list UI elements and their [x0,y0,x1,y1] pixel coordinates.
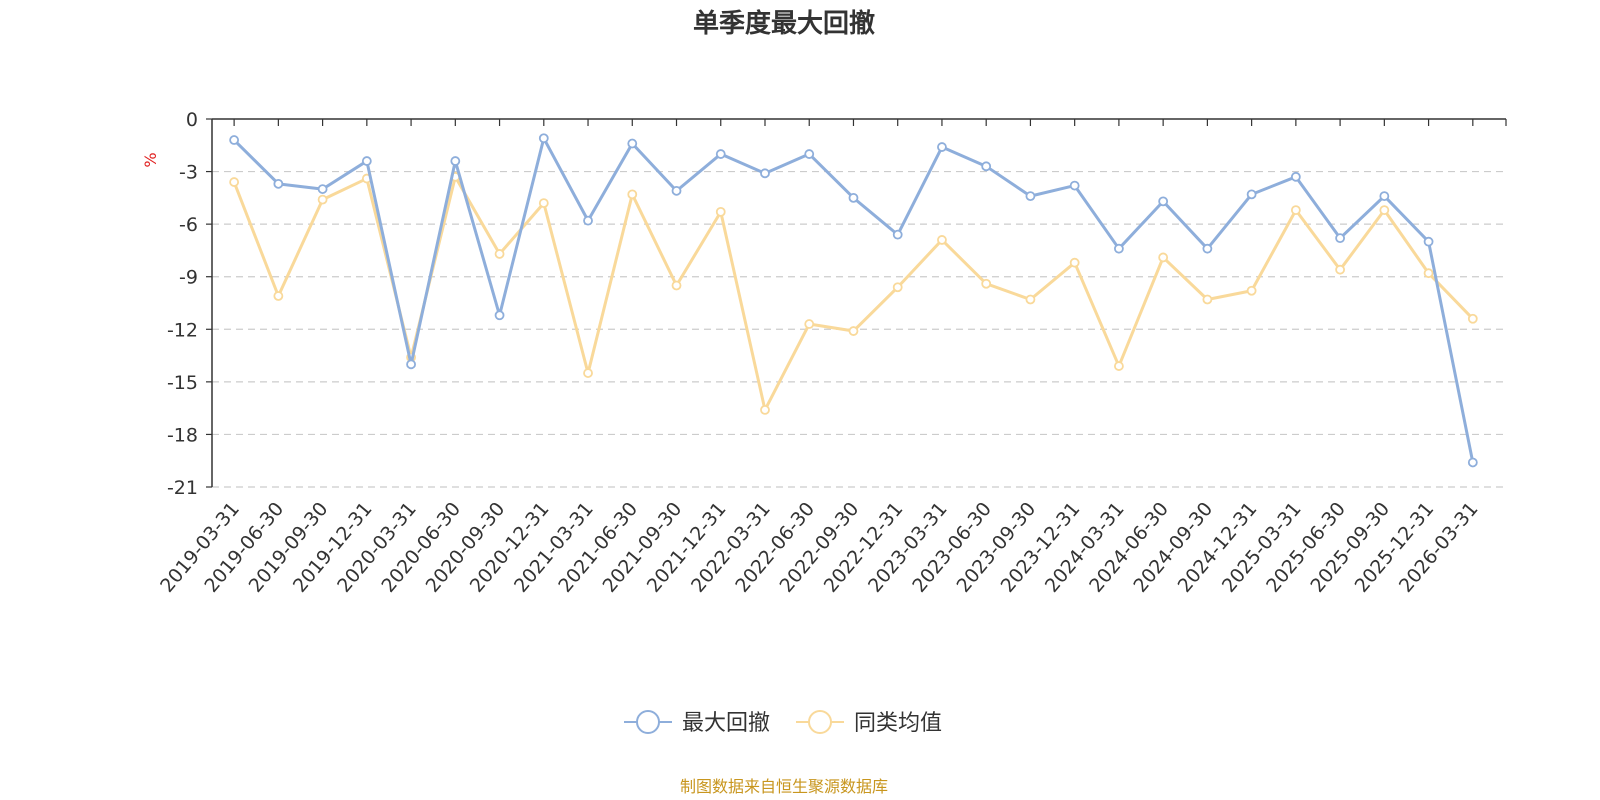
y-tick-label: -3 [179,162,198,184]
data-point [760,404,770,415]
data-point [1423,268,1434,279]
data-point [1423,236,1434,247]
legend[interactable]: 最大回撤 同类均值 [624,710,942,736]
data-point [1290,205,1301,216]
y-tick-label: -9 [179,267,198,289]
data-point [1335,233,1346,244]
y-axis-ticks: 0 -3 -6 -9 -12 -15 -18 -21 [167,109,198,499]
data-point [1246,285,1257,296]
data-point [1290,171,1301,182]
legend-label: 同类均值 [854,711,942,736]
data-point [892,229,903,240]
data-point [981,278,992,289]
data-point [715,149,726,159]
data-point [804,319,815,329]
data-point [538,198,549,209]
data-point [1158,196,1169,207]
data-point [1202,294,1213,305]
data-point [538,133,549,144]
data-point [1025,191,1036,202]
data-point [1202,243,1213,254]
axes [206,118,1507,488]
data-point [671,280,682,291]
y-tick-label: -18 [167,424,198,446]
data-point [981,161,992,172]
data-point [1467,313,1478,324]
data-point [273,291,284,301]
y-tick-label: -12 [167,319,198,341]
data-point [671,185,682,196]
data-point [317,184,328,194]
data-point [494,310,505,321]
data-point [760,168,770,179]
data-point [848,192,859,203]
data-point [1335,264,1346,275]
data-point [450,156,461,166]
data-point [494,249,505,259]
data-point [1114,361,1124,371]
legend-marker [808,710,832,734]
x-axis-ticks: 2019-03-312019-06-302019-09-302019-12-31… [156,498,1483,597]
legend-item[interactable]: 最大回撤 [624,710,770,736]
series [229,133,1478,468]
source-note: 制图数据来自恒生聚源数据库 [680,777,888,796]
data-point [627,189,638,200]
data-point [406,359,416,370]
data-point [273,178,284,189]
data-point [1069,257,1080,268]
data-point [1114,243,1124,254]
legend-item[interactable]: 同类均值 [796,710,942,736]
data-point [1379,205,1390,216]
data-point [583,215,593,226]
data-point [804,149,815,159]
series-line-最大回撤 [233,136,1475,463]
chart-title: 单季度最大回撤 [693,8,875,39]
legend-label: 最大回撤 [682,711,770,736]
y-tick-label: -6 [179,214,198,236]
y-tick-label: -15 [167,372,198,394]
data-point [317,194,328,205]
data-point [1025,294,1036,305]
data-point [583,368,593,378]
data-point [715,206,726,217]
grid-lines [212,170,1506,488]
legend-marker [636,710,660,734]
data-point [1158,252,1169,263]
y-axis-unit: % [141,152,160,167]
data-point [229,177,240,187]
data-point [1069,180,1080,191]
data-point [848,326,859,336]
data-point [361,156,372,166]
data-point [937,142,947,152]
data-point [627,138,638,149]
data-point [892,282,903,293]
data-point [229,135,240,145]
data-point [1379,191,1390,202]
y-tick-label: -21 [167,477,198,499]
series-line-同类均值 [232,175,1474,412]
y-tick-label: 0 [186,109,198,131]
data-point [1467,457,1478,468]
data-point [1246,189,1257,200]
data-point [937,235,947,245]
